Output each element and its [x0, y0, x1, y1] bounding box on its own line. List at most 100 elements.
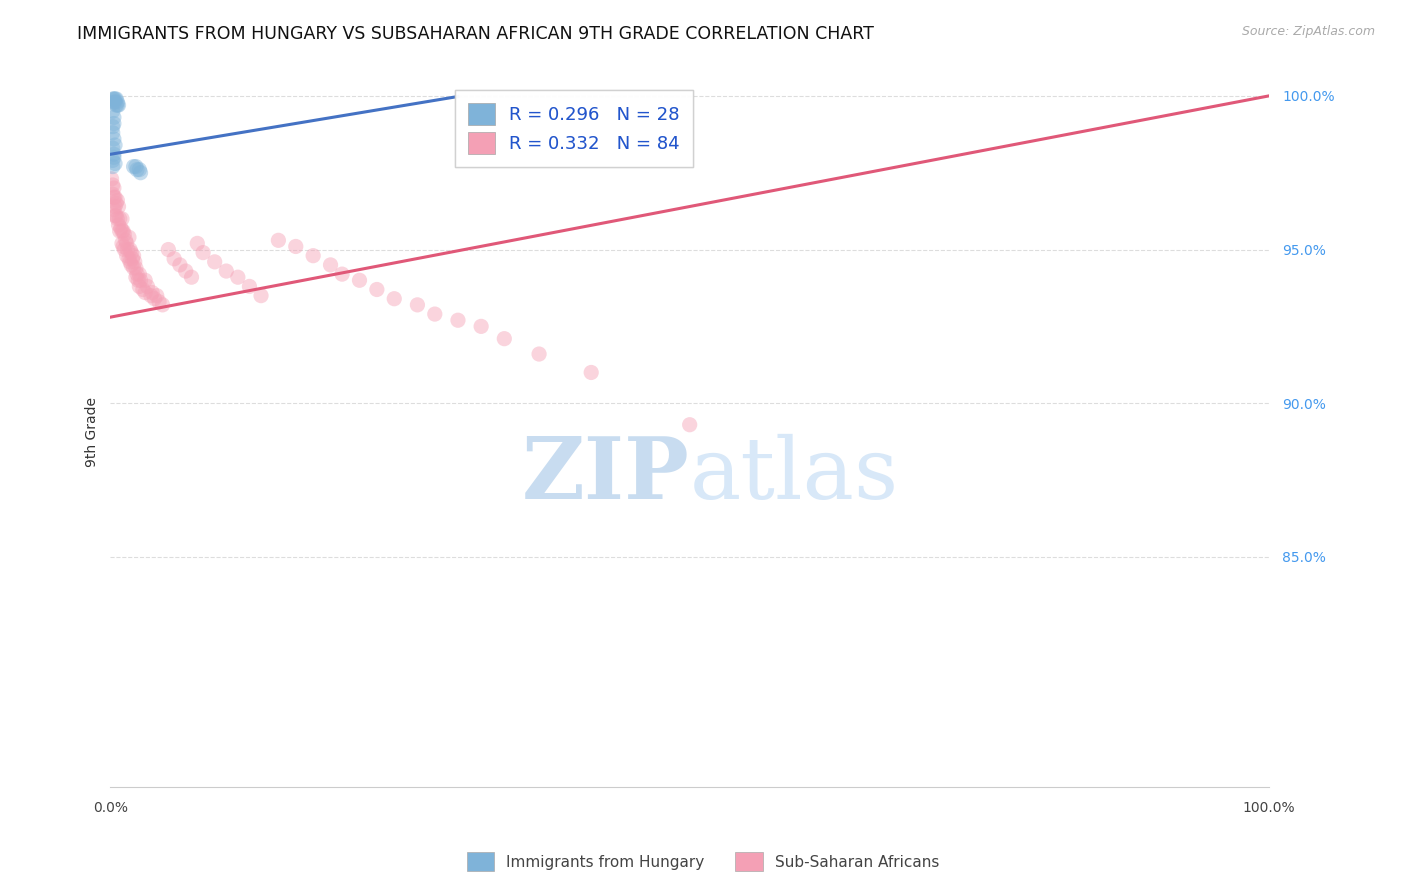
- Point: [238, 279, 260, 293]
- Point: [100, 172, 122, 186]
- Point: [105, 98, 128, 112]
- Point: [302, 249, 325, 263]
- Point: [226, 270, 249, 285]
- Text: IMMIGRANTS FROM HUNGARY VS SUBSAHARAN AFRICAN 9TH GRADE CORRELATION CHART: IMMIGRANTS FROM HUNGARY VS SUBSAHARAN AF…: [77, 25, 875, 43]
- Point: [143, 292, 166, 306]
- Point: [103, 92, 125, 106]
- Point: [148, 294, 170, 309]
- Point: [108, 224, 131, 238]
- Point: [349, 273, 371, 287]
- Point: [104, 156, 127, 170]
- Point: [186, 236, 208, 251]
- Point: [114, 233, 136, 247]
- Point: [103, 111, 125, 125]
- Point: [104, 92, 127, 106]
- Point: [112, 224, 135, 238]
- Point: [107, 98, 129, 112]
- Text: atlas: atlas: [690, 434, 898, 516]
- Point: [132, 283, 155, 297]
- Point: [104, 209, 127, 223]
- Point: [128, 162, 150, 177]
- Point: [110, 221, 132, 235]
- Point: [105, 95, 128, 109]
- Point: [679, 417, 702, 432]
- Point: [105, 209, 128, 223]
- Point: [125, 270, 148, 285]
- Point: [103, 150, 125, 164]
- Point: [103, 132, 125, 146]
- Legend: Immigrants from Hungary, Sub-Saharan Africans: Immigrants from Hungary, Sub-Saharan Afr…: [461, 847, 945, 877]
- Point: [118, 252, 141, 266]
- Point: [527, 347, 550, 361]
- Point: [125, 260, 148, 275]
- Point: [174, 264, 197, 278]
- Point: [104, 200, 127, 214]
- Point: [494, 332, 516, 346]
- Point: [191, 245, 214, 260]
- Point: [101, 120, 124, 134]
- Point: [180, 270, 202, 285]
- Point: [204, 255, 226, 269]
- Point: [101, 187, 124, 202]
- Point: [330, 267, 353, 281]
- Point: [117, 243, 139, 257]
- Y-axis label: 9th Grade: 9th Grade: [86, 398, 100, 467]
- Point: [125, 162, 148, 177]
- Point: [319, 258, 342, 272]
- Point: [122, 160, 145, 174]
- Point: [101, 141, 124, 155]
- Point: [125, 267, 148, 281]
- Point: [112, 227, 135, 242]
- Point: [107, 200, 129, 214]
- Point: [101, 153, 124, 168]
- Point: [134, 273, 156, 287]
- Point: [129, 273, 152, 287]
- Point: [101, 126, 124, 140]
- Point: [104, 190, 127, 204]
- Point: [366, 283, 388, 297]
- Point: [145, 288, 167, 302]
- Point: [115, 249, 138, 263]
- Point: [101, 92, 124, 106]
- Text: ZIP: ZIP: [522, 433, 690, 517]
- Point: [115, 236, 138, 251]
- Point: [101, 104, 124, 119]
- Point: [284, 239, 307, 253]
- Point: [120, 258, 142, 272]
- Point: [101, 178, 124, 192]
- Point: [423, 307, 446, 321]
- Point: [250, 288, 273, 302]
- Point: [105, 194, 128, 208]
- Point: [127, 273, 149, 287]
- Point: [118, 230, 141, 244]
- Point: [120, 243, 142, 257]
- Point: [104, 138, 127, 153]
- Point: [103, 95, 125, 109]
- Point: [215, 264, 238, 278]
- Point: [124, 255, 146, 269]
- Point: [103, 116, 125, 130]
- Point: [122, 260, 145, 275]
- Text: Source: ZipAtlas.com: Source: ZipAtlas.com: [1241, 25, 1375, 38]
- Point: [112, 239, 135, 253]
- Point: [128, 279, 150, 293]
- Point: [103, 190, 125, 204]
- Point: [125, 160, 148, 174]
- Point: [111, 224, 134, 238]
- Point: [163, 252, 186, 266]
- Point: [105, 211, 128, 226]
- Point: [108, 211, 131, 226]
- Point: [136, 279, 159, 293]
- Point: [101, 160, 124, 174]
- Point: [112, 243, 135, 257]
- Point: [120, 255, 142, 269]
- Point: [111, 236, 134, 251]
- Point: [103, 202, 125, 217]
- Point: [267, 233, 290, 247]
- Point: [107, 218, 129, 232]
- Point: [134, 285, 156, 300]
- Point: [103, 181, 125, 195]
- Point: [447, 313, 470, 327]
- Point: [105, 98, 128, 112]
- Point: [382, 292, 405, 306]
